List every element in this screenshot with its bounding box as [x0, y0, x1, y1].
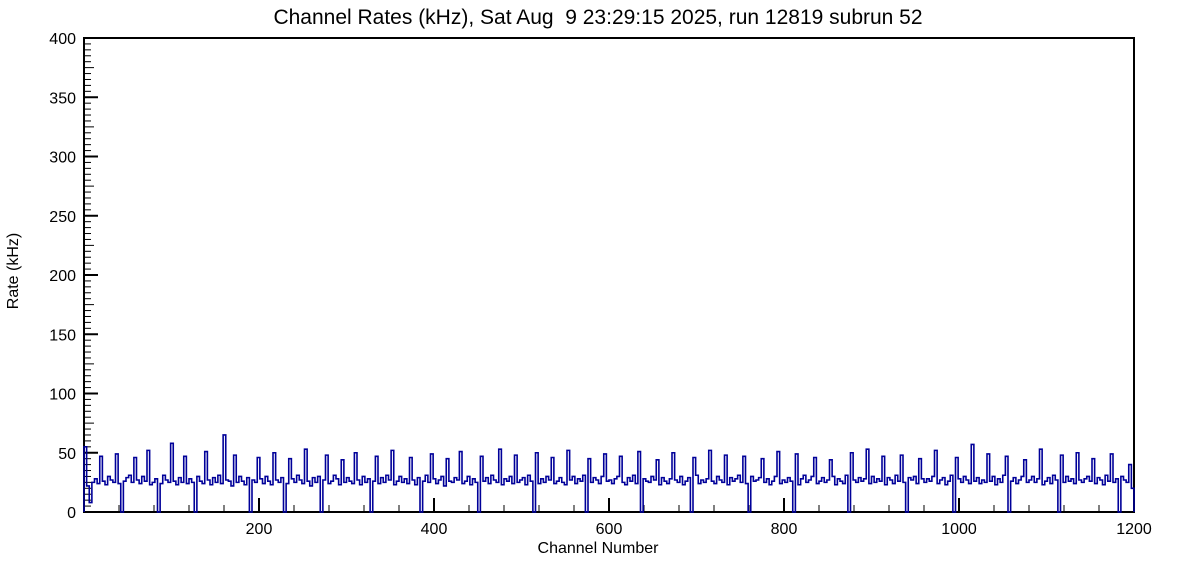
chart-title: Channel Rates (kHz), Sat Aug 9 23:29:15 …	[273, 6, 923, 29]
y-tick-label: 300	[49, 150, 76, 167]
y-tick-label: 0	[67, 505, 76, 522]
y-tick-label: 150	[49, 327, 76, 344]
x-axis-label: Channel Number	[537, 540, 659, 557]
x-tick-label: 1200	[1116, 521, 1152, 538]
y-axis-label: Rate (kHz)	[5, 232, 22, 310]
y-tick-label: 350	[49, 90, 76, 107]
y-tick-label: 100	[49, 387, 76, 404]
x-tick-label: 800	[771, 521, 798, 538]
x-tick-label: 200	[246, 521, 273, 538]
y-tick-label: 50	[58, 446, 76, 463]
rate-histogram	[83, 434, 1135, 513]
y-tick-label: 250	[49, 209, 76, 226]
y-tick-label: 200	[49, 268, 76, 285]
x-tick-label: 400	[421, 521, 448, 538]
x-tick-label: 1000	[941, 521, 977, 538]
y-tick-label: 400	[49, 31, 76, 48]
plot-frame	[83, 37, 1135, 513]
x-tick-label: 600	[596, 521, 623, 538]
